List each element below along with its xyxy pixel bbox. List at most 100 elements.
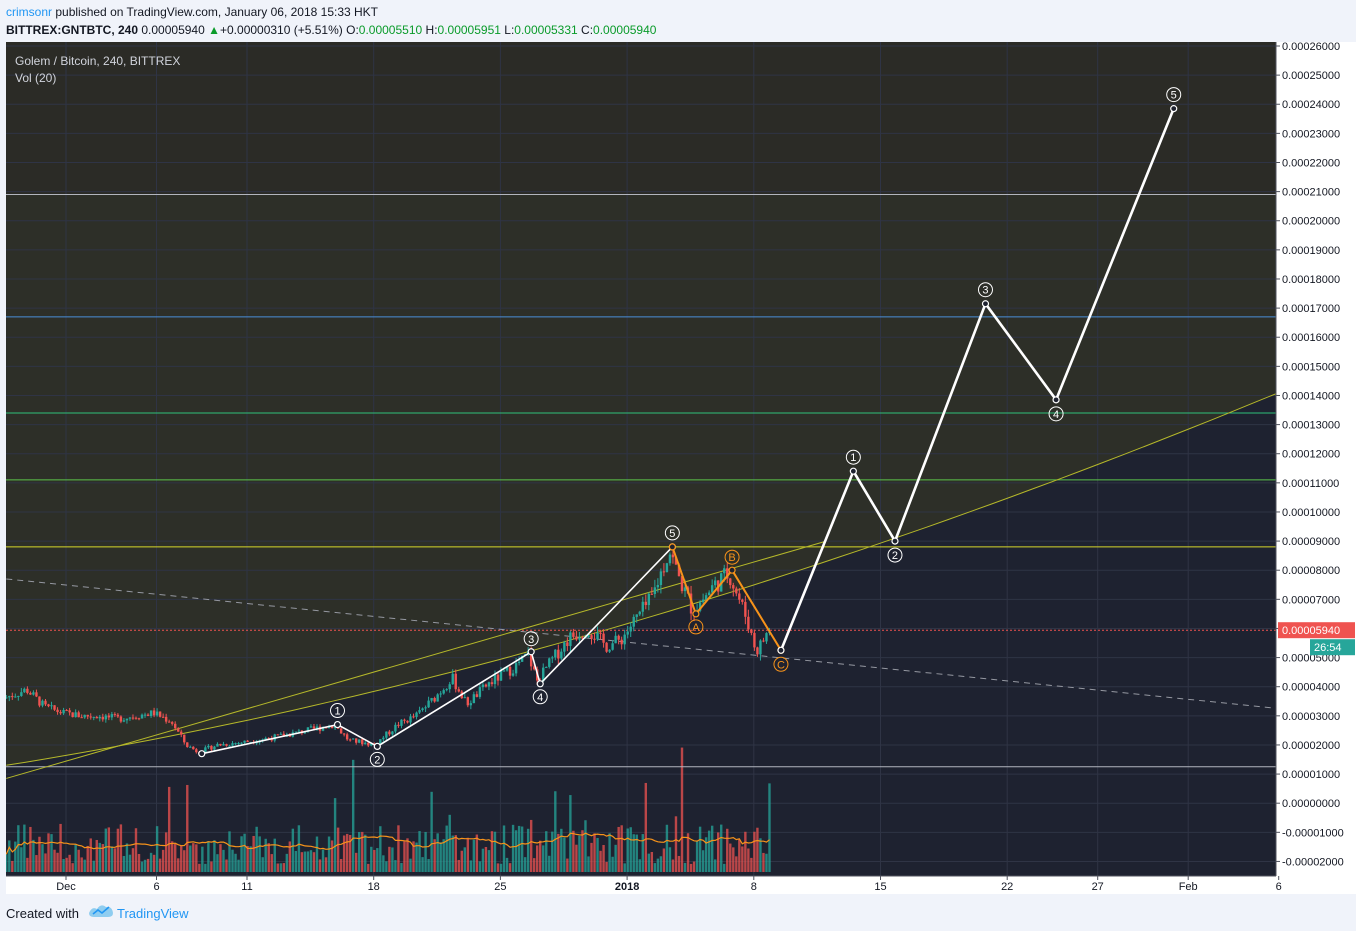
candle-body [599,632,602,634]
volume-bar [86,845,89,872]
price-tick-label: 0.00007000 [1282,594,1340,606]
price-chart[interactable]: 1 2 3 4 5 A B C 1 2 3 4 5 0.00026000 0.00025000 0.0002… [5,41,1356,894]
candle-body [26,688,29,693]
candle-body [240,742,243,744]
projected-wave-point [981,300,990,308]
candle-body [315,726,319,729]
candle-body [647,593,651,606]
volume-bar [71,863,74,872]
volume-bar [680,747,684,872]
price-change: +0.00000310 (+5.51%) [220,23,343,37]
candle-body [294,731,298,733]
candle-body [400,719,403,726]
candle-body [578,637,581,640]
volume-bar [548,855,551,872]
candle-body [231,743,234,746]
volume-bar [370,846,373,872]
candle-body [542,667,545,682]
symbol-label: BITTREX:GNTBTC, 240 [6,23,139,37]
time-tick-label: 25 [494,881,506,893]
candle-body [192,746,195,750]
volume-bar [394,860,397,872]
volume-bar [635,834,638,872]
volume-bar [38,836,41,872]
volume-bar [327,836,331,872]
volume-bar [62,858,65,872]
volume-bar [104,828,108,872]
volume-bar [617,826,620,872]
price-tick-label: 0.00019000 [1282,245,1340,257]
volume-bar [186,784,189,872]
tradingview-link[interactable]: TradingView [117,906,189,921]
projected-wave-label: 3 [982,285,988,297]
volume-bar [523,857,527,872]
price-tick-label: 0.00015000 [1282,361,1340,373]
volume-bar [270,854,273,872]
completed-wave-point [536,680,544,688]
volume-bar [155,826,159,872]
volume-bar [297,825,301,872]
candle-body [397,724,400,726]
candle-body [122,720,126,722]
volume-bar [526,828,530,872]
candle-body [158,711,162,717]
volume-bar [14,841,17,872]
volume-bar [234,853,237,872]
volume-bar [638,859,641,872]
completed-wave-label-circle [369,751,385,767]
volume-bar [119,824,123,872]
volume-bar [683,862,687,872]
volume-bar [602,845,605,872]
volume-bar [255,826,258,872]
price-axis-bg [1276,42,1356,894]
tradingview-logo-icon[interactable] [88,902,114,921]
volume-bar [520,826,524,872]
candle-body [65,709,68,711]
volume-bar [732,847,735,872]
candle-body [11,696,14,698]
candle-body [68,710,71,713]
candle-body [309,726,313,728]
author-link[interactable]: crimsonr [6,5,53,19]
candle-body [47,704,50,707]
volume-bar [131,848,135,872]
chart-legend: Golem / Bitcoin, 240, BITTREX Vol (20) [15,53,180,87]
candle-body [710,585,714,593]
candle-body [475,694,479,697]
volume-bar [258,836,261,872]
abc-wave-label: C [777,659,785,671]
price-tick-label: 0.00023000 [1282,128,1340,140]
candle-body [210,745,213,750]
completed-wave-label: 1 [334,706,340,718]
candle-body [303,731,307,734]
candle-body [508,666,512,676]
candle-body [20,692,23,696]
price-tick-label: 0.00024000 [1282,99,1340,111]
volume-bar [499,863,503,872]
volume-bar [373,849,376,872]
candle-body [418,710,421,713]
candle-body [330,725,334,729]
price-tick-label: -0.00002000 [1282,856,1344,868]
volume-bar [192,843,195,872]
candle-body [77,712,80,718]
candle-body [83,714,86,718]
candle-body [167,721,171,723]
volume-bar [170,841,174,872]
created-with-text: Created with [6,906,79,921]
volume-bar [647,853,651,872]
projected-wave-label-circle [845,449,861,465]
candle-body [180,731,183,735]
candle-body [581,637,584,639]
candle-body [116,714,120,717]
candle-body [620,639,623,645]
volume-bar [330,840,334,872]
candle-body [514,663,518,674]
volume-bar [400,863,403,872]
candle-body [17,695,20,697]
completed-wave-point [198,750,206,758]
volume-bar [125,843,129,872]
volume-bar [605,861,608,872]
chart-area[interactable]: 1 2 3 4 5 A B C 1 2 3 4 5 0.00026000 0.00025000 0.0002… [5,41,1356,894]
candle-body [617,635,620,640]
